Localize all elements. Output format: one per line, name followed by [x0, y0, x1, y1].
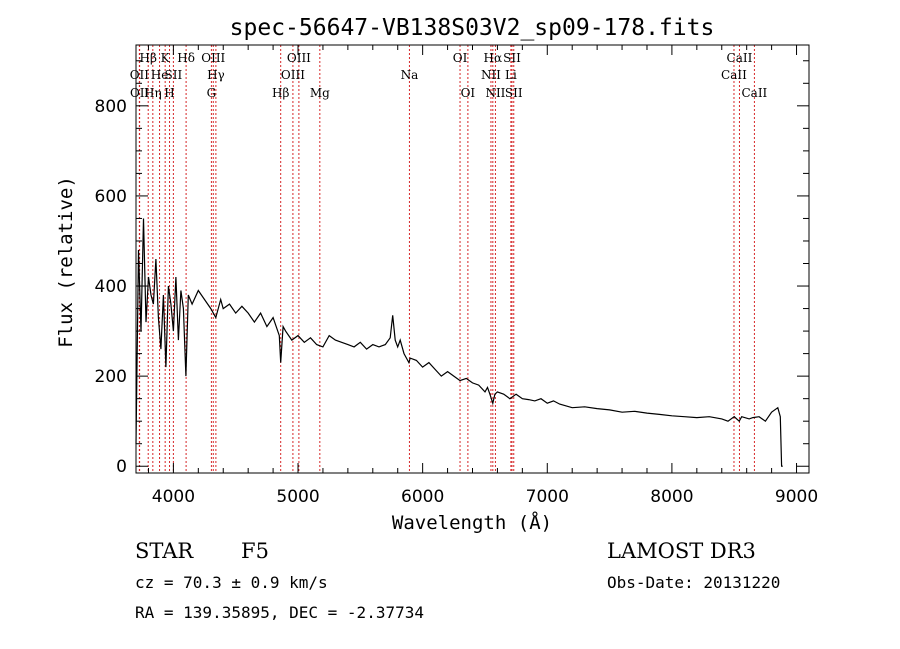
line-label-12: Hβ [272, 86, 289, 100]
line-label-5: K [161, 51, 171, 65]
observation-date: Obs-Date: 20131220 [607, 573, 781, 592]
line-label-26: CaII [721, 68, 747, 82]
line-label-16: Na [401, 68, 419, 82]
line-label-8: Hδ [177, 51, 195, 65]
line-label-17: OI [453, 51, 468, 65]
x-axis-label: Wavelength (Å) [392, 511, 552, 534]
y-axis-label: Flux (relative) [55, 176, 77, 348]
line-label-3: He [151, 68, 169, 82]
spectrum-line [135, 218, 783, 467]
y-axis: 0 200 400 600 800 [95, 60, 809, 477]
line-label-18: OI [461, 86, 476, 100]
line-label-23: Li [505, 68, 517, 82]
line-label-27: CaII [741, 86, 767, 100]
line-label-10: Hγ [207, 68, 225, 82]
line-label-4: Hη [144, 86, 162, 100]
redshift-cz: cz = 70.3 ± 0.9 km/s [135, 573, 328, 592]
x-tick-label-2: 6000 [401, 487, 444, 507]
y-tick-label-3: 600 [95, 187, 127, 207]
y-tick-label-0: 0 [116, 457, 127, 477]
x-tick-label-1: 5000 [276, 487, 319, 507]
object-class: STAR [135, 539, 194, 563]
line-label-6: SII [165, 68, 183, 82]
chart-title: spec-56647-VB138S03V2_sp09-178.fits [230, 15, 715, 41]
x-tick-label-3: 7000 [526, 487, 569, 507]
line-label-11: G [207, 86, 217, 100]
x-axis: 4000 5000 6000 7000 8000 9000 [147, 45, 818, 507]
x-tick-label-4: 8000 [650, 487, 693, 507]
line-label-14: OIII [281, 68, 305, 82]
object-subclass: F5 [241, 539, 269, 563]
y-tick-label-1: 200 [95, 367, 127, 387]
sky-coordinates: RA = 139.35895, DEC = -2.37734 [135, 603, 424, 622]
line-label-9: OIII [201, 51, 225, 65]
line-label-0: Hβ [140, 51, 157, 65]
line-label-25: CaII [727, 51, 753, 65]
emission-line-markers [138, 45, 755, 473]
line-label-21: NII [485, 86, 505, 100]
line-label-24: SII [505, 86, 523, 100]
line-label-15: Mg [310, 86, 330, 100]
plot-frame [135, 44, 810, 474]
line-label-13: OIII [287, 51, 311, 65]
y-tick-label-4: 800 [95, 97, 127, 117]
line-label-1: OII [130, 68, 150, 82]
y-tick-label-2: 400 [95, 277, 127, 297]
line-label-7: H [164, 86, 174, 100]
line-label-2: OII [130, 86, 150, 100]
line-label-22: SII [503, 51, 521, 65]
x-tick-label-5: 9000 [775, 487, 818, 507]
x-tick-label-0: 4000 [152, 487, 195, 507]
line-label-20: NII [481, 68, 501, 82]
line-label-19: Hα [484, 51, 503, 65]
survey-name: LAMOST DR3 [607, 539, 756, 563]
